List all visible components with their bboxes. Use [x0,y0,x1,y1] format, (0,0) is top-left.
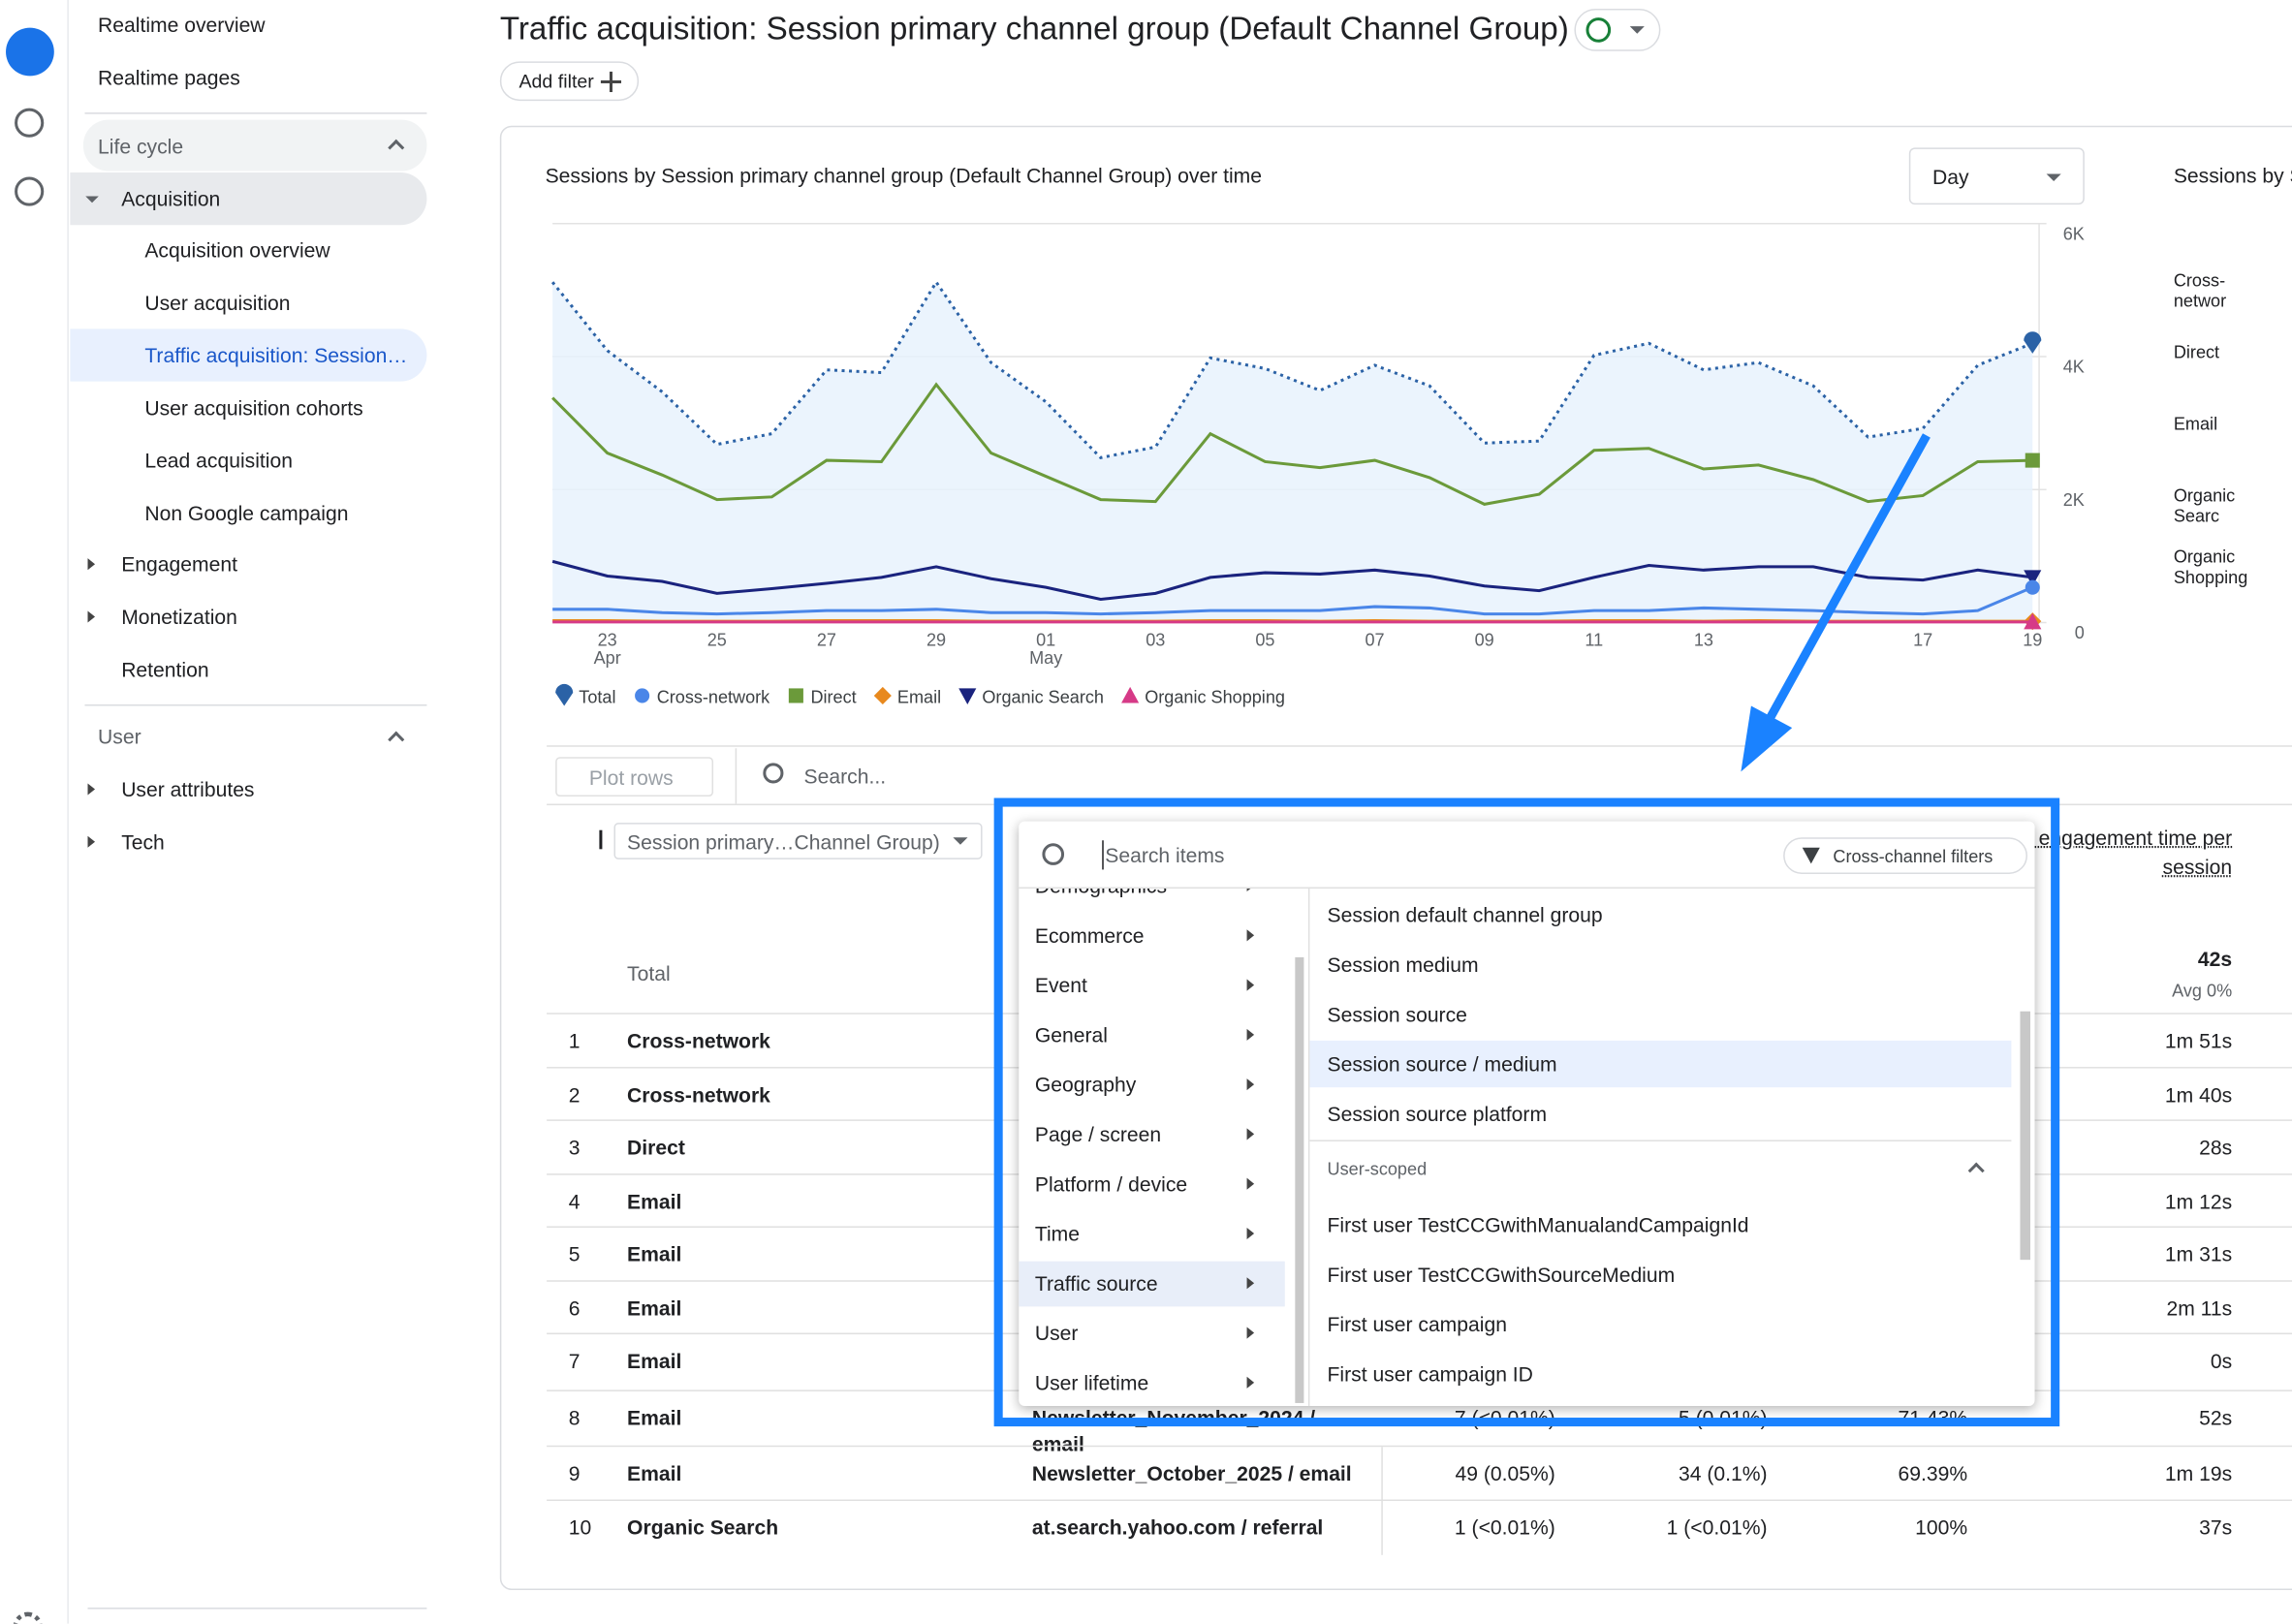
funnel-icon [1803,848,1820,864]
y-tick-label: 6K [2063,224,2085,243]
legend-marker [555,684,573,706]
dimension-item[interactable]: First user campaign [1328,1309,1507,1338]
dimension-item[interactable]: Session source / medium [1328,1049,1557,1078]
caret [1247,980,1255,991]
dimension-dropdown: Search items Cross-channel filters Demogra… [1019,822,2034,1406]
x-tick-label: 03 [1146,631,1165,650]
scrollbar [2020,1012,2030,1260]
caret [1247,1277,1255,1289]
x-tick-label: 23 Apr [594,631,621,668]
caret [2047,173,2061,181]
legend-label: Organic Shopping [1145,687,1285,706]
dimension-item[interactable]: First user campaign ID [1328,1359,1533,1389]
legend-label: Total [579,687,615,706]
category-item[interactable]: General [1035,1020,1108,1049]
dimension-item[interactable]: Session source [1328,1000,1467,1029]
legend-label: Organic Search [982,687,1104,706]
category-item[interactable]: Event [1035,971,1087,1000]
legend-marker [1121,687,1139,703]
x-tick-label: 09 [1475,631,1494,650]
x-tick-label: 25 [707,631,727,650]
y-tick-label: 0 [2075,623,2085,642]
search-input[interactable]: Search items [1102,840,1224,869]
legend-marker [635,688,649,703]
caret [1247,1078,1255,1090]
y-tick-label: 4K [2063,358,2085,377]
category-list: Demographics Ecommerce Event General Geograp… [1019,889,1294,1406]
category-item[interactable]: Geography [1035,1070,1136,1099]
section-label: User-scoped [1328,1155,1428,1184]
category-item[interactable]: Traffic source [1035,1268,1158,1297]
granularity-select[interactable]: Day [1909,147,2085,204]
caret [1247,1128,1255,1140]
x-tick-label: 19 [2023,631,2042,650]
category-item[interactable]: User lifetime [1035,1368,1148,1397]
filter-button[interactable]: Cross-channel filters [1783,837,2027,874]
legend-marker [874,687,892,704]
caret [1247,889,1255,891]
separator [1309,1140,2011,1141]
search-icon [1042,843,1064,865]
caret [1247,929,1255,941]
granularity-label: Day [1932,162,1969,191]
dimension-item[interactable]: First user TestCCGwithSourceMedium [1328,1260,1676,1289]
x-tick-label: 05 [1255,631,1274,650]
x-tick-label: 17 [1913,631,1932,650]
dimension-item[interactable]: Session medium [1328,950,1479,979]
category-item[interactable]: Demographics [1035,889,1167,900]
legend-marker [958,688,976,704]
end-marker [2025,453,2040,468]
caret [1247,1029,1255,1041]
legend-label: Email [897,687,941,706]
chevron [1968,1163,1985,1179]
scrollbar [1295,957,1303,1403]
x-tick-label: 29 [926,631,946,650]
x-tick-label: 27 [817,631,836,650]
caret [1247,1228,1255,1239]
dimension-item[interactable]: Session default channel group [1328,900,1603,929]
category-item[interactable]: User [1035,1318,1079,1347]
category-item[interactable]: Ecommerce [1035,921,1145,950]
caret [1247,1377,1255,1389]
dimension-item[interactable]: First user TestCCGwithManualandCampaignI… [1328,1210,1749,1239]
dimension-item[interactable]: Session source platform [1328,1099,1548,1128]
x-tick-label: 11 [1585,631,1603,650]
category-item[interactable]: Page / screen [1035,1119,1161,1148]
legend-label: Direct [810,687,856,706]
filter-button-label: Cross-channel filters [1833,842,1993,871]
y-tick-label: 2K [2063,490,2085,510]
end-marker [2025,580,2040,595]
caret [1247,1327,1255,1339]
x-tick-label: 13 [1694,631,1713,650]
category-item[interactable]: Platform / device [1035,1170,1187,1199]
legend-marker [789,688,803,703]
x-tick-label: 01 May [1029,631,1062,668]
category-item[interactable]: Time [1035,1219,1080,1248]
caret [1247,1178,1255,1190]
area [552,282,2032,622]
x-tick-label: 07 [1365,631,1384,650]
separator [1308,889,1310,1406]
legend-label: Cross-network [657,687,770,706]
